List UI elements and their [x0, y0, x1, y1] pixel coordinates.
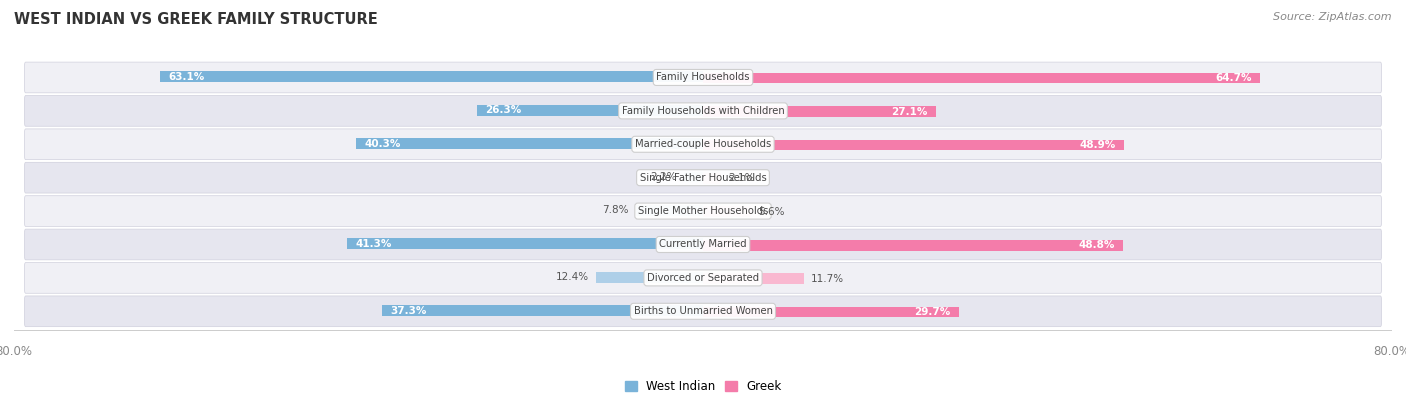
Bar	[636, 205, 703, 216]
Bar	[160, 71, 703, 82]
Text: Births to Unmarried Women: Births to Unmarried Women	[634, 306, 772, 316]
Bar	[703, 139, 1125, 150]
Text: 29.7%: 29.7%	[914, 307, 950, 317]
Text: Single Father Households: Single Father Households	[640, 173, 766, 182]
Bar	[703, 240, 1123, 250]
Bar	[703, 207, 751, 217]
Text: 27.1%: 27.1%	[891, 107, 928, 117]
Text: 37.3%: 37.3%	[391, 306, 427, 316]
Bar	[382, 305, 703, 316]
FancyBboxPatch shape	[24, 129, 1382, 160]
Text: Divorced or Separated: Divorced or Separated	[647, 273, 759, 283]
Text: Single Mother Households: Single Mother Households	[638, 206, 768, 216]
Text: Currently Married: Currently Married	[659, 239, 747, 250]
Text: 2.2%: 2.2%	[651, 172, 678, 182]
Text: 64.7%: 64.7%	[1215, 73, 1251, 83]
Bar	[685, 172, 703, 182]
Bar	[703, 307, 959, 317]
Text: Married-couple Households: Married-couple Households	[636, 139, 770, 149]
Bar	[477, 105, 703, 116]
Bar	[703, 273, 804, 284]
Bar	[703, 173, 721, 184]
Legend: West Indian, Greek: West Indian, Greek	[620, 376, 786, 395]
Text: Family Households with Children: Family Households with Children	[621, 106, 785, 116]
Text: 7.8%: 7.8%	[602, 205, 628, 215]
Text: 26.3%: 26.3%	[485, 105, 522, 115]
Bar	[347, 239, 703, 249]
Text: 11.7%: 11.7%	[811, 274, 844, 284]
Bar	[356, 138, 703, 149]
Text: 41.3%: 41.3%	[356, 239, 392, 249]
Bar	[703, 106, 936, 117]
Text: 12.4%: 12.4%	[557, 272, 589, 282]
FancyBboxPatch shape	[24, 229, 1382, 260]
Text: Source: ZipAtlas.com: Source: ZipAtlas.com	[1274, 12, 1392, 22]
Text: 63.1%: 63.1%	[169, 72, 204, 82]
FancyBboxPatch shape	[24, 62, 1382, 93]
Bar	[596, 272, 703, 282]
Text: WEST INDIAN VS GREEK FAMILY STRUCTURE: WEST INDIAN VS GREEK FAMILY STRUCTURE	[14, 12, 378, 27]
Text: 48.8%: 48.8%	[1078, 240, 1115, 250]
FancyBboxPatch shape	[24, 162, 1382, 193]
Text: 40.3%: 40.3%	[364, 139, 401, 149]
FancyBboxPatch shape	[24, 96, 1382, 126]
FancyBboxPatch shape	[24, 263, 1382, 293]
FancyBboxPatch shape	[24, 296, 1382, 327]
Text: 48.9%: 48.9%	[1080, 140, 1115, 150]
Text: 2.1%: 2.1%	[728, 173, 755, 183]
Bar	[703, 73, 1260, 83]
Text: 5.6%: 5.6%	[758, 207, 785, 217]
Text: Family Households: Family Households	[657, 72, 749, 83]
FancyBboxPatch shape	[24, 196, 1382, 226]
